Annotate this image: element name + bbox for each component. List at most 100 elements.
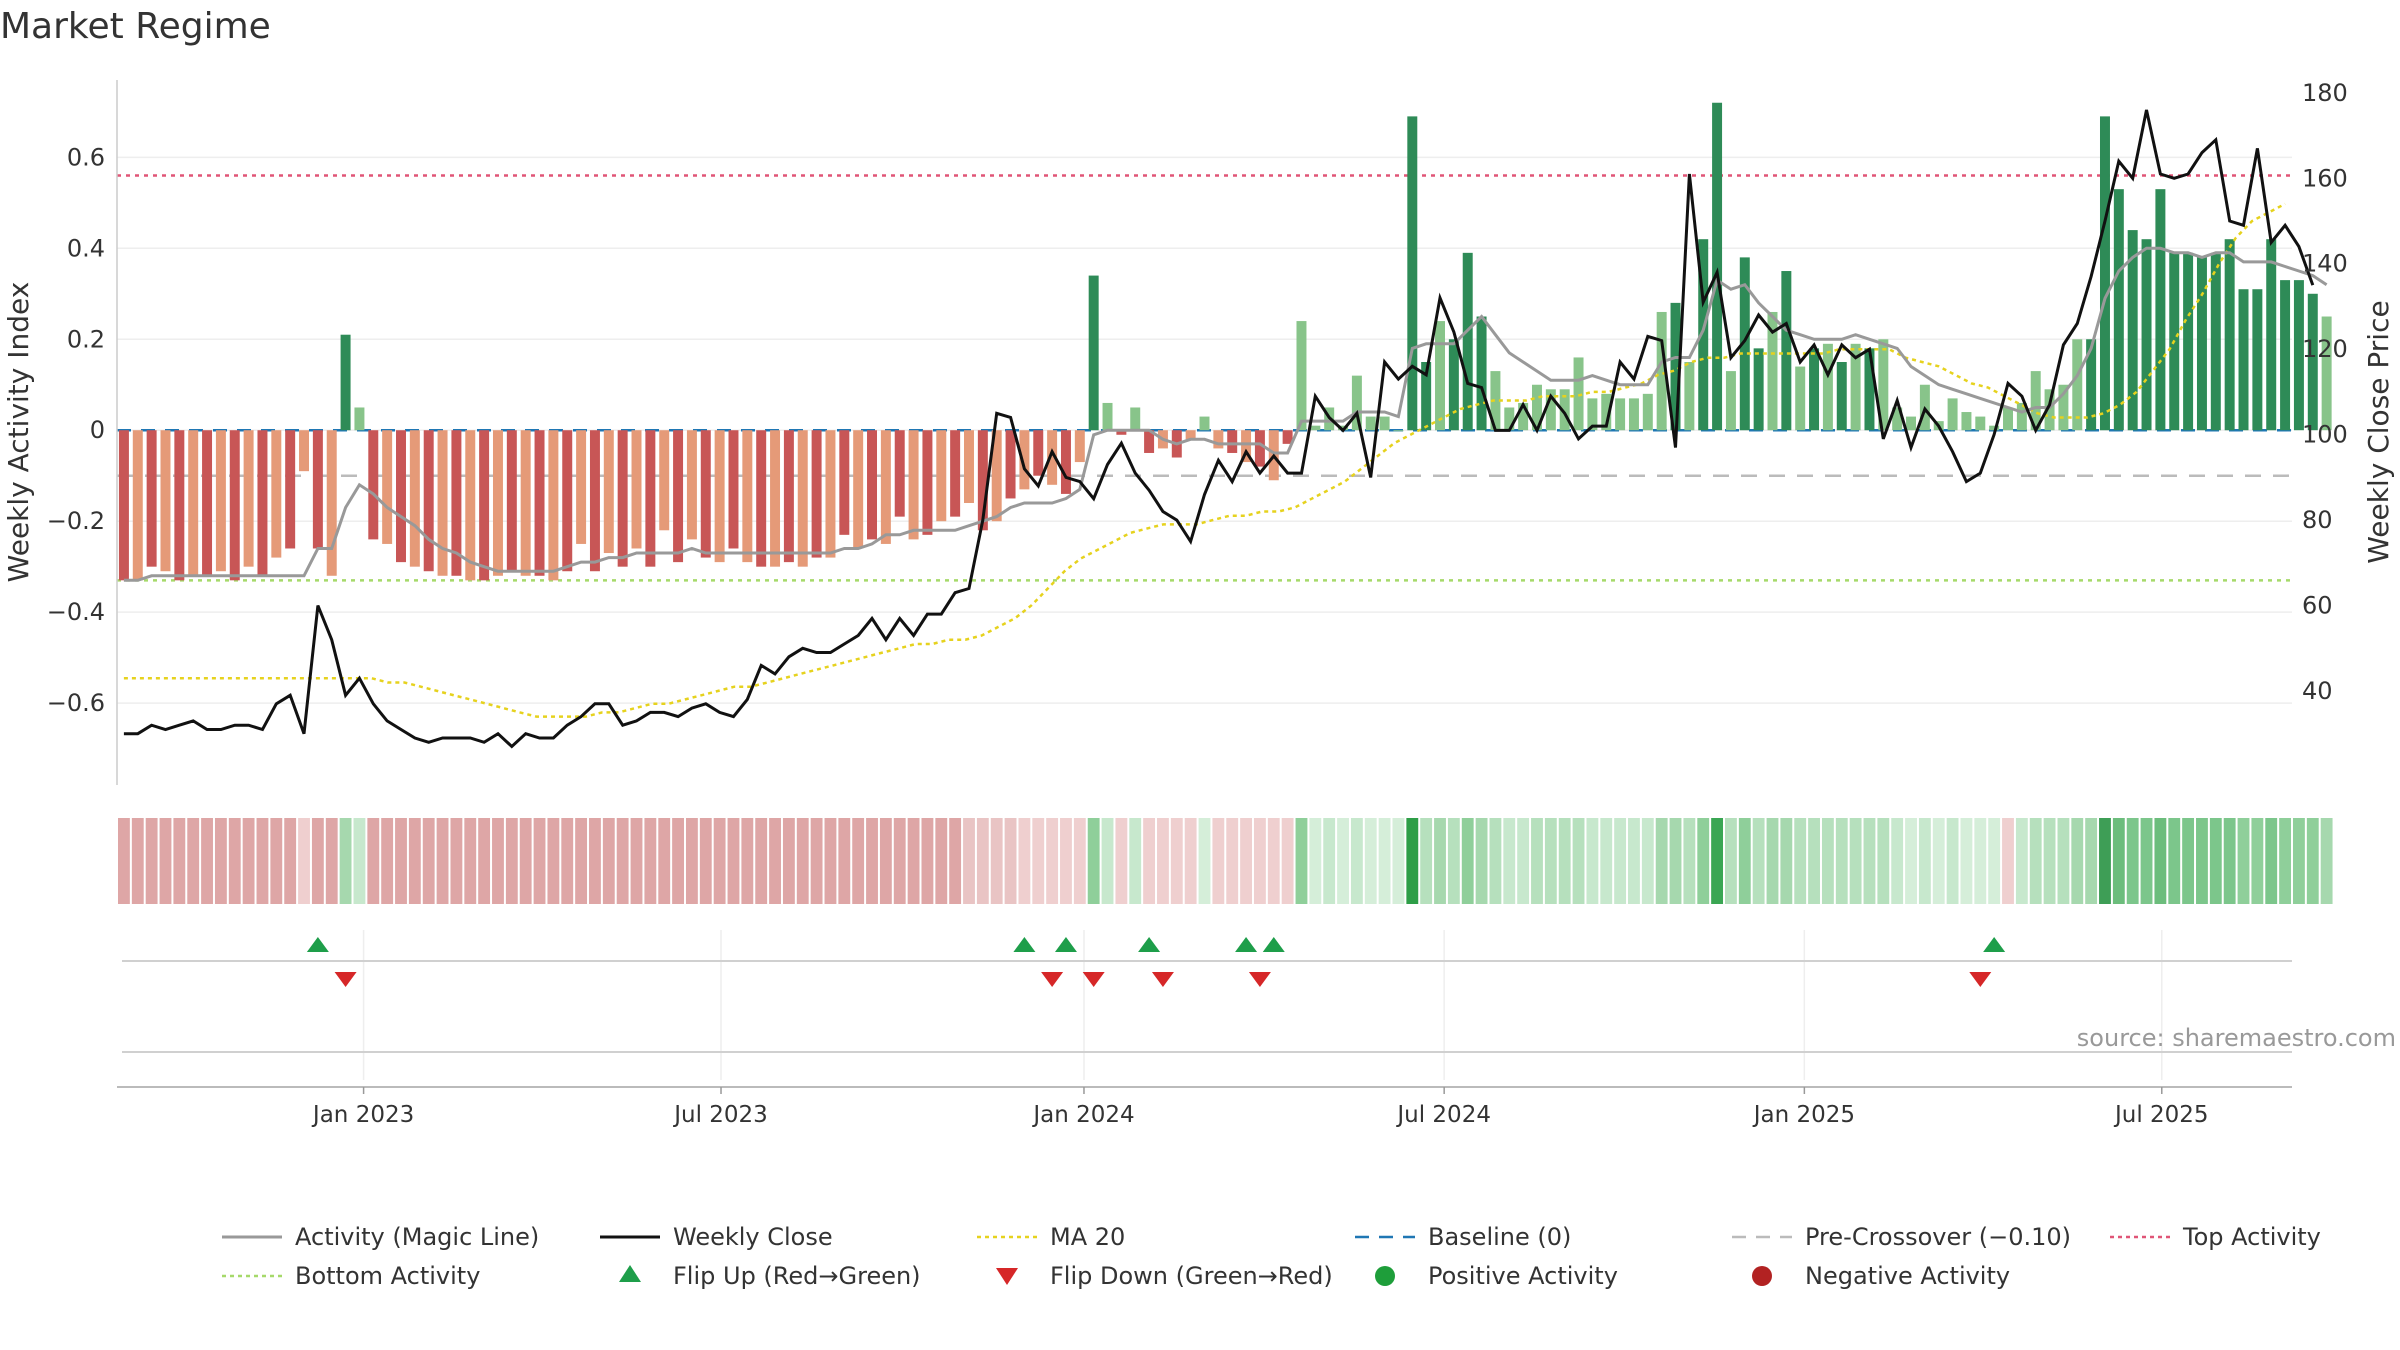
regime-cell: [1461, 818, 1474, 904]
regime-cell: [118, 818, 130, 904]
activity-bar: [132, 430, 143, 581]
regime-cell: [492, 818, 504, 904]
regime-cell: [561, 818, 574, 904]
x-tick-label: Jul 2023: [672, 1102, 768, 1128]
activity-bar: [396, 430, 406, 563]
activity-bar: [1587, 398, 1598, 431]
activity-bar: [2127, 230, 2138, 431]
regime-cell: [256, 818, 269, 904]
regime-cell: [1849, 818, 1862, 904]
activity-bar: [1989, 425, 2000, 431]
regime-cell: [201, 818, 213, 904]
regime-cell: [1129, 818, 1142, 904]
regime-cell: [1032, 818, 1045, 904]
activity-bar: [1019, 430, 1030, 490]
regime-cell: [2182, 818, 2195, 904]
regime-cell: [1794, 818, 1807, 904]
activity-bar: [1518, 402, 1529, 431]
activity-bar: [340, 334, 351, 431]
regime-cell: [1766, 818, 1779, 904]
activity-bar: [1767, 311, 1778, 431]
legend-item: Bottom Activity: [222, 1262, 480, 1290]
regime-cell: [1378, 818, 1391, 904]
regime-cell: [242, 818, 255, 904]
activity-bar: [1975, 416, 1986, 431]
left-tick-label: −0.4: [47, 598, 105, 626]
activity-bar: [1504, 407, 1515, 431]
activity-bar: [1822, 343, 1833, 431]
activity-bar: [894, 430, 905, 517]
activity-bar: [1185, 430, 1196, 440]
legend: Activity (Magic Line) Weekly Close MA 20 Ba…: [222, 1223, 2321, 1290]
regime-cell: [1087, 818, 1100, 904]
flip-up-marker: [1054, 937, 1077, 952]
left-tick-label: 0.2: [67, 325, 105, 353]
activity-bar: [1102, 402, 1113, 431]
activity-bar: [2307, 293, 2318, 431]
regime-cell: [1586, 818, 1599, 904]
flip-up-marker: [1138, 937, 1161, 952]
magic-line: [123, 246, 2328, 582]
right-axis-label: Weekly Close Price: [2362, 300, 2395, 563]
regime-cell: [1240, 818, 1252, 904]
regime-cell: [2168, 818, 2181, 904]
regime-cell: [1115, 818, 1128, 904]
activity-bar: [1393, 430, 1404, 432]
activity-bar: [589, 430, 600, 572]
regime-cell: [1641, 818, 1654, 904]
activity-bar: [1462, 252, 1473, 431]
regime-cell: [1600, 818, 1613, 904]
legend-item: Top Activity: [2110, 1223, 2321, 1251]
regime-strip: [118, 818, 2333, 904]
activity-bar: [1116, 430, 1127, 435]
regime-cell: [1253, 818, 1266, 904]
activity-bar: [1074, 430, 1085, 463]
x-tick-label: Jul 2024: [1395, 1102, 1491, 1128]
flip-down-marker: [1151, 972, 1174, 987]
legend-label: Flip Up (Red→Green): [673, 1262, 921, 1290]
activity-bar: [562, 430, 573, 572]
activity-bar: [2113, 189, 2124, 431]
regime-cell: [1184, 818, 1197, 904]
regime-cell: [1558, 818, 1571, 904]
flip-down-marker: [1969, 972, 1992, 987]
legend-item: Flip Down (Green→Red): [996, 1262, 1333, 1290]
legend-item: Weekly Close: [600, 1223, 833, 1251]
regime-cell: [866, 818, 878, 904]
activity-bar: [770, 430, 781, 567]
activity-bar: [1573, 357, 1584, 431]
regime-cell: [298, 818, 310, 904]
activity-bar: [617, 430, 628, 567]
activity-bar: [1047, 430, 1058, 485]
x-tick-label: Jul 2025: [2113, 1102, 2209, 1128]
flip-up-marker: [1013, 937, 1036, 952]
flip-up-marker: [1235, 937, 1258, 952]
activity-bar: [1601, 393, 1612, 431]
regime-cell: [2237, 818, 2250, 904]
regime-cell: [2279, 818, 2291, 904]
activity-bar: [257, 430, 268, 576]
activity-bar: [1615, 398, 1626, 431]
axes: −0.6 −0.4 −0.2 0 0.2 0.4 0.6 40 60 80 100 120 140 160…: [2, 79, 2395, 785]
regime-cell: [949, 818, 962, 904]
regime-cell: [505, 818, 518, 904]
regime-cell: [1863, 818, 1876, 904]
legend-label: Bottom Activity: [295, 1262, 480, 1290]
grid-lines: [117, 156, 2292, 1080]
regime-cell: [741, 818, 754, 904]
activity-bar: [700, 430, 711, 558]
activity-bar: [936, 430, 947, 522]
regime-cell: [2126, 818, 2139, 904]
regime-cell: [464, 818, 477, 904]
activity-bar: [714, 430, 725, 563]
activity-bar: [312, 430, 323, 549]
regime-cell: [408, 818, 421, 904]
regime-cell: [921, 818, 934, 904]
x-tick-label: Jan 2025: [1752, 1102, 1855, 1128]
regime-cell: [2293, 818, 2305, 904]
regime-cell: [907, 818, 920, 904]
regime-cell: [1711, 818, 1724, 904]
regime-cell: [1212, 818, 1225, 904]
left-tick-label: 0.4: [67, 234, 105, 262]
